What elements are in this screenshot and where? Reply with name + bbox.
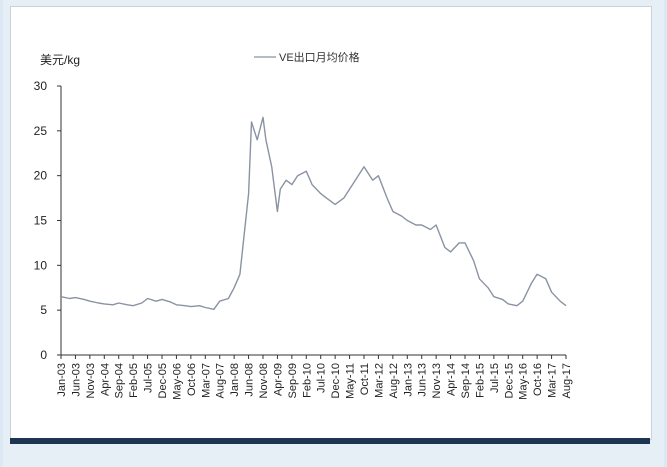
x-tick-label: Sep-14 bbox=[460, 363, 472, 398]
x-tick-label: Nov-13 bbox=[431, 363, 443, 398]
x-tick-label: Aug-12 bbox=[388, 363, 400, 398]
x-tick-label: Jul-15 bbox=[489, 363, 501, 393]
x-tick-label: Sep-09 bbox=[287, 363, 299, 398]
y-tick-label: 20 bbox=[34, 169, 48, 183]
x-tick-label: Nov-03 bbox=[85, 363, 97, 398]
x-tick-label: Jul-05 bbox=[143, 363, 155, 393]
y-tick-label: 15 bbox=[34, 214, 48, 228]
x-tick-label: Jul-10 bbox=[316, 363, 328, 393]
chart-card bbox=[10, 6, 652, 440]
x-tick-label: Oct-16 bbox=[532, 363, 544, 396]
x-tick-label: Jan-03 bbox=[56, 363, 68, 397]
x-tick-label: Jan-08 bbox=[229, 363, 241, 397]
x-tick-label: Dec-05 bbox=[157, 363, 169, 398]
x-tick-label: Apr-04 bbox=[99, 363, 111, 396]
y-tick-label: 25 bbox=[34, 124, 48, 138]
x-tick-label: May-11 bbox=[345, 363, 357, 399]
x-tick-label: Mar-07 bbox=[200, 363, 212, 398]
y-tick-label: 0 bbox=[40, 348, 47, 362]
x-tick-label: Dec-10 bbox=[330, 363, 342, 398]
x-tick-label: Feb-05 bbox=[128, 363, 140, 398]
y-axis-unit-label: 美元/kg bbox=[40, 53, 80, 67]
x-tick-label: Feb-15 bbox=[474, 363, 486, 398]
x-tick-label: Sep-04 bbox=[114, 363, 126, 398]
x-tick-label: Dec-15 bbox=[503, 363, 515, 398]
x-tick-label: Aug-17 bbox=[561, 363, 573, 398]
x-tick-label: Apr-09 bbox=[272, 363, 284, 396]
y-tick-label: 30 bbox=[34, 79, 48, 93]
x-tick-label: Mar-17 bbox=[547, 363, 559, 398]
x-tick-label: May-06 bbox=[171, 363, 183, 400]
x-tick-label: Mar-12 bbox=[373, 363, 385, 398]
legend-label: VE出口月均价格 bbox=[279, 50, 360, 64]
x-tick-label: Jun-13 bbox=[417, 363, 429, 397]
x-tick-label: Oct-06 bbox=[186, 363, 198, 396]
x-tick-label: Nov-08 bbox=[258, 363, 270, 398]
x-tick-label: Apr-14 bbox=[446, 363, 458, 396]
series-line bbox=[60, 116, 567, 310]
y-axis-ticks: 0 5 10 15 20 25 30 bbox=[34, 79, 61, 362]
x-tick-label: Oct-11 bbox=[359, 363, 371, 395]
y-tick-label: 10 bbox=[34, 258, 48, 272]
y-tick-label: 5 bbox=[40, 303, 47, 317]
x-tick-label: Jan-13 bbox=[402, 363, 414, 397]
x-tick-label: Jun-03 bbox=[70, 363, 82, 397]
x-tick-label: Feb-10 bbox=[301, 363, 313, 398]
bottom-accent-bar bbox=[10, 438, 650, 444]
series-layer bbox=[60, 116, 567, 310]
x-axis-ticks: Jan-03 Jun-03 Nov-03 Apr-04 Sep-04 Feb-05 Jul-… bbox=[56, 355, 573, 400]
x-tick-label: Jun-08 bbox=[244, 363, 256, 397]
x-tick-label: Aug-07 bbox=[215, 363, 227, 398]
x-tick-label: May-16 bbox=[518, 363, 530, 400]
